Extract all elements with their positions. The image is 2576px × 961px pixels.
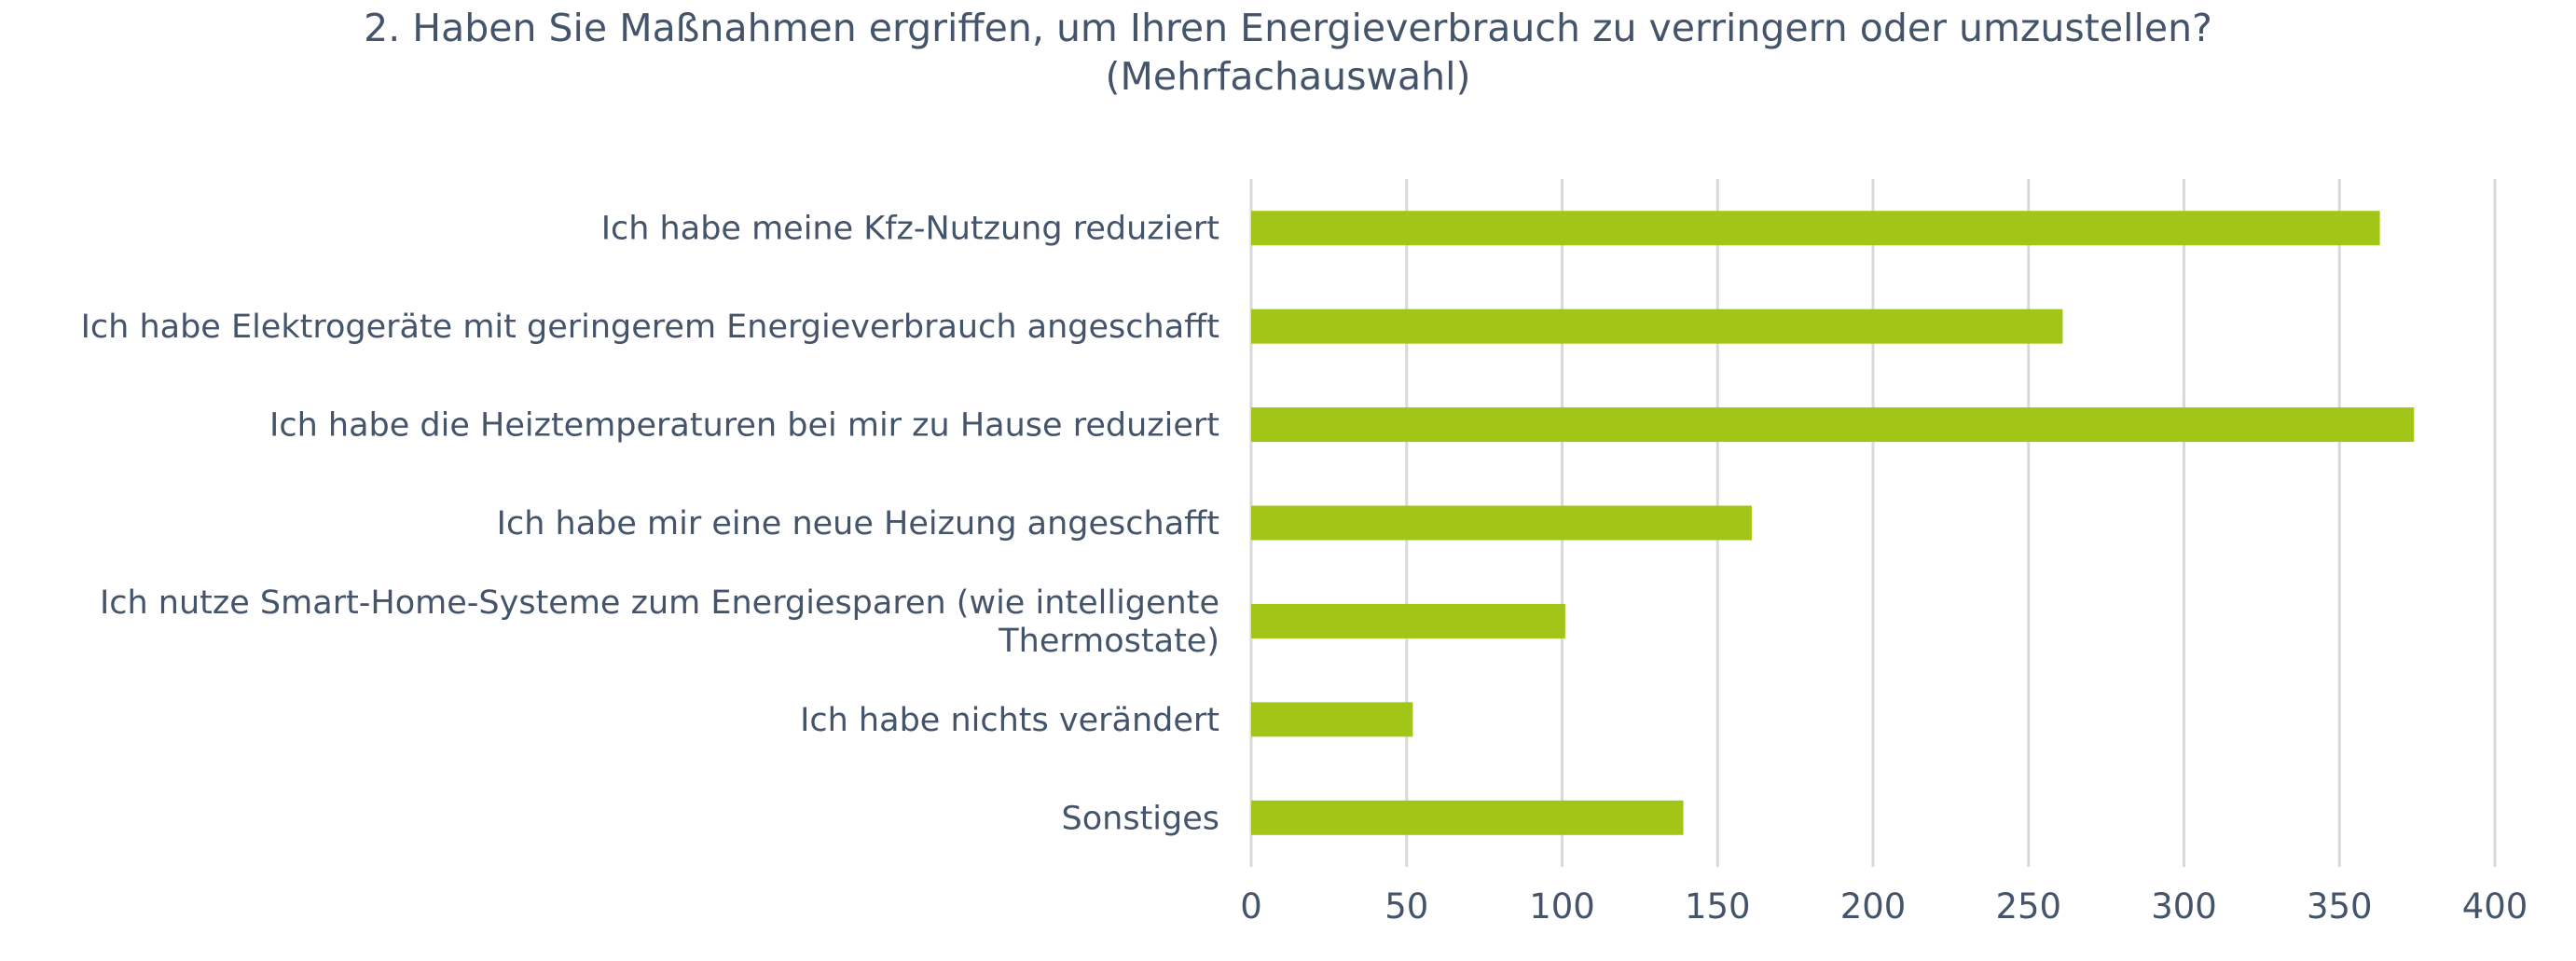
x-tick-label: 300 (2151, 886, 2217, 927)
x-tick-label: 200 (1840, 886, 1907, 927)
bar (1251, 603, 1565, 638)
x-tick-label: 0 (1240, 886, 1262, 927)
category-label: Ich habe die Heiztemperaturen bei mir zu… (269, 407, 1219, 445)
bar (1251, 309, 2063, 344)
bar (1251, 505, 1752, 541)
chart-subtitle: (Mehrfachauswahl) (1105, 54, 1471, 99)
x-tick-label: 150 (1685, 886, 1751, 927)
category-label: Sonstiges (1062, 800, 1219, 837)
category-label: Ich habe meine Kfz-Nutzung reduziert (601, 211, 1219, 248)
category-label: Ich habe Elektrogeräte mit geringerem En… (81, 309, 1219, 346)
x-tick-label: 50 (1384, 886, 1428, 927)
x-tick-label: 400 (2462, 886, 2528, 927)
chart-title: 2. Haben Sie Maßnahmen ergriffen, um Ihr… (364, 6, 2212, 50)
x-tick-label: 100 (1529, 886, 1595, 927)
bar (1251, 211, 2380, 246)
chart-title-block: 2. Haben Sie Maßnahmen ergriffen, um Ihr… (0, 4, 2576, 101)
x-tick-label: 350 (2307, 886, 2373, 927)
bar (1251, 702, 1413, 737)
category-label: Thermostate) (998, 623, 1219, 660)
x-tick-label: 250 (1995, 886, 2061, 927)
bar (1251, 407, 2415, 443)
bar (1251, 800, 1684, 835)
category-label: Ich nutze Smart-Home-Systeme zum Energie… (100, 584, 1219, 622)
category-label: Ich habe mir eine neue Heizung angeschaf… (497, 505, 1219, 542)
category-label: Ich habe nichts verändert (800, 702, 1219, 739)
